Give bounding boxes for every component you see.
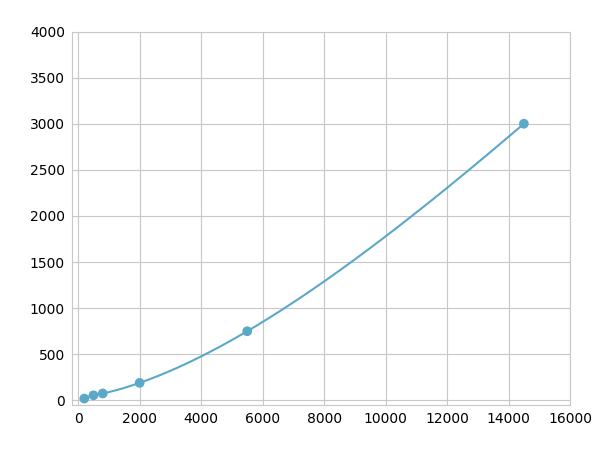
Point bbox=[89, 392, 98, 399]
Point bbox=[242, 328, 252, 335]
Point bbox=[98, 390, 107, 397]
Point bbox=[79, 395, 89, 402]
Point bbox=[135, 379, 145, 387]
Point bbox=[519, 120, 529, 127]
